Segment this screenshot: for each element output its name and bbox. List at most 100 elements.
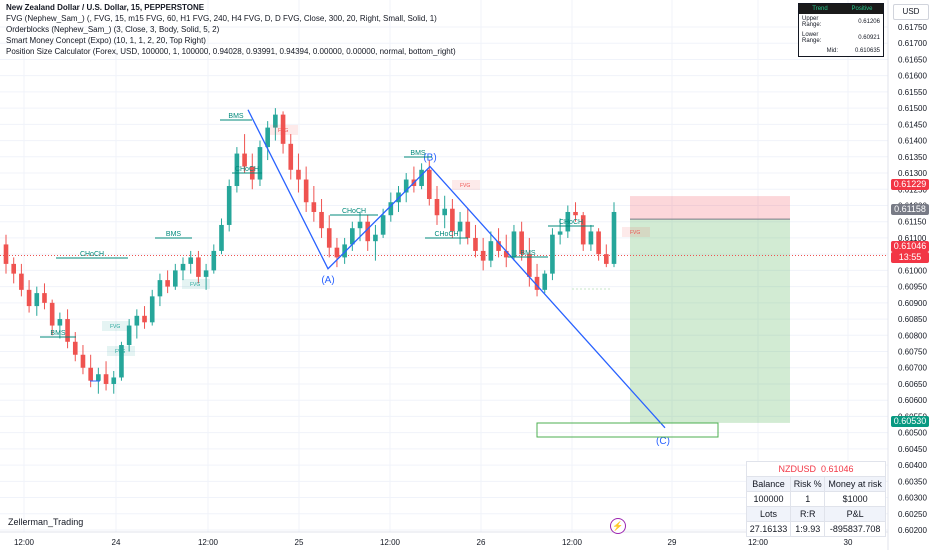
candle-body — [119, 345, 124, 378]
price-tick-label: 0.61350 — [898, 153, 927, 162]
author-watermark: Zellerman_Trading — [8, 517, 84, 527]
trend-status: Positive — [841, 3, 884, 14]
price-tick-label: 0.61500 — [898, 104, 927, 113]
ps-money-value: $1000 — [824, 491, 886, 507]
ps-symbol-row: NZDUSD 0.61046 — [746, 461, 886, 477]
fvg-label: FVG — [630, 230, 640, 236]
ps-risk-header: Risk % — [790, 476, 826, 492]
price-tick-label: 0.60250 — [898, 510, 927, 519]
candle-body — [542, 273, 548, 290]
time-axis[interactable]: 12:00 24 12:00 25 12:00 26 12:00 29 12:00 30 — [0, 531, 888, 547]
fvg-label: FVG — [110, 324, 120, 330]
candle-body — [465, 221, 471, 238]
candle-body — [273, 114, 278, 128]
wave-label: (A) — [321, 275, 334, 286]
candle-body — [326, 228, 332, 248]
ps-symbol: NZDUSD — [778, 464, 816, 474]
candle-body — [350, 228, 355, 245]
price-tick-label: 0.61450 — [898, 120, 927, 129]
candle-body — [373, 234, 378, 242]
ps-price: 0.61046 — [820, 464, 854, 474]
candle-body — [442, 208, 447, 216]
candle-body — [242, 153, 247, 167]
ps-pnl-header: P&L — [824, 506, 886, 522]
candle-body — [596, 231, 601, 255]
structure-label: CHoCH — [434, 231, 458, 238]
wave-label: (B) — [423, 153, 436, 164]
price-tick-label: 0.61700 — [898, 39, 927, 48]
price-tick-label: 0.60300 — [898, 494, 927, 503]
price-tick-label: 0.60400 — [898, 461, 927, 470]
candle-body — [365, 221, 371, 242]
study-smc-legend[interactable]: Smart Money Concept (Expo) (10, 1, 1, 2,… — [6, 36, 206, 45]
time-tick-label: 29 — [668, 538, 677, 547]
candle-body — [196, 257, 201, 277]
time-tick-label: 12:00 — [380, 538, 401, 547]
price-tick-label: 0.60700 — [898, 364, 927, 373]
candle-body — [557, 231, 563, 235]
candle-body — [527, 254, 532, 277]
lower-range-label: Lower Range: — [802, 32, 822, 44]
structure-label: CHoCH — [235, 166, 259, 173]
lightning-icon[interactable]: ⚡ — [610, 518, 626, 534]
price-tick-label: 0.60850 — [898, 315, 927, 324]
upper-range-value: 0.61206 — [858, 19, 880, 25]
candle-body — [303, 179, 309, 203]
candle-body — [57, 319, 63, 326]
study-orderblocks-legend[interactable]: Orderblocks (Nephew_Sam_) (3, Close, 3, … — [6, 25, 220, 34]
structure-label: CHoCH — [342, 208, 366, 215]
candle-body — [496, 241, 501, 251]
candle-body — [573, 211, 578, 216]
candle-body — [142, 315, 147, 323]
price-tick-label: 0.60800 — [898, 331, 927, 340]
price-tick-label: 0.60750 — [898, 348, 927, 357]
ps-risk-value: 1 — [790, 491, 826, 507]
candle-body — [134, 315, 140, 326]
price-tick-label: 0.60600 — [898, 396, 927, 405]
price-tick-label: 0.61400 — [898, 137, 927, 146]
price-tick-label: 0.61300 — [898, 169, 927, 178]
time-tick-label: 12:00 — [14, 538, 35, 547]
fvg-box — [107, 346, 135, 356]
candle-body — [103, 374, 109, 384]
fvg-label: FVG — [115, 349, 125, 355]
target-box — [536, 422, 719, 438]
ps-pnl-value: -895837.708 — [824, 521, 886, 537]
candle-body — [34, 293, 40, 307]
mid-value: 0.610635 — [854, 48, 880, 54]
candle-body — [319, 211, 324, 229]
fvg-box — [102, 321, 130, 331]
entry-price-badge: 0.61158 — [891, 204, 929, 215]
study-fvg-legend[interactable]: FVG (Nephew_Sam_) (, FVG, 15, m15 FVG, 6… — [6, 14, 437, 23]
candle-body — [72, 341, 78, 355]
candle-body — [11, 263, 17, 274]
candle-body — [426, 169, 432, 199]
candle-body — [342, 244, 347, 258]
candle-body — [26, 289, 32, 307]
fvg-label: FVG — [190, 282, 200, 288]
candle-body — [80, 354, 86, 368]
candle-body — [157, 280, 163, 297]
candle-body — [111, 377, 117, 384]
candle-body — [296, 169, 301, 180]
candle-body — [334, 247, 340, 258]
candle-body — [603, 254, 609, 264]
ps-money-header: Money at risk — [824, 476, 886, 492]
candle-body — [288, 143, 294, 170]
currency-selector[interactable]: USD — [893, 4, 929, 20]
fvg-box — [622, 227, 650, 237]
structure-label: BMS — [410, 150, 426, 157]
trend-header: Trend — [798, 3, 841, 14]
chart-title[interactable]: New Zealand Dollar / U.S. Dollar, 15, PE… — [6, 3, 205, 12]
last-price-badge: 0.61046 — [891, 241, 929, 252]
price-axis[interactable]: 0.61750 0.61700 0.61650 0.61600 0.61550 0.615… — [887, 0, 927, 550]
price-tick-label: 0.60650 — [898, 380, 927, 389]
fvg-box — [182, 279, 210, 289]
ps-lots-header: Lots — [745, 506, 792, 522]
study-position-size-legend[interactable]: Position Size Calculator (Forex, USD, 10… — [6, 47, 456, 56]
candle-body — [434, 198, 440, 216]
price-tick-label: 0.60200 — [898, 526, 927, 535]
candle-body — [203, 270, 209, 277]
candle-body — [88, 367, 93, 381]
